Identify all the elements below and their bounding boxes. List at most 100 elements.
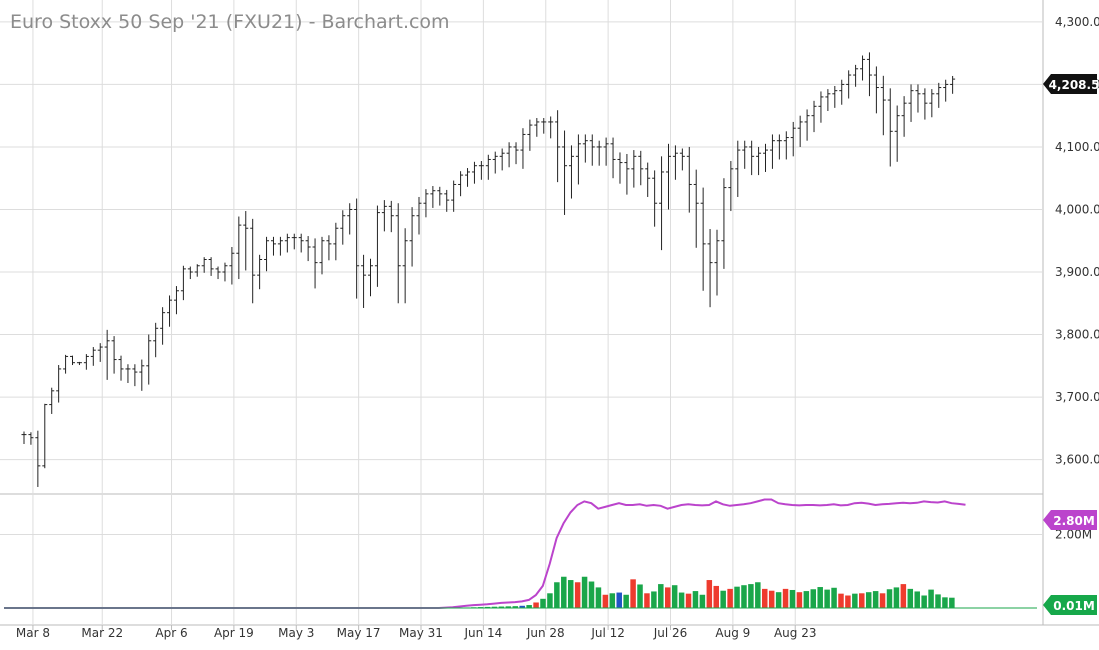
ohlc-bar [410, 207, 415, 266]
volume-bar [700, 595, 706, 608]
volume-bar [623, 595, 629, 608]
ohlc-bar [860, 55, 865, 80]
volume-bar [589, 582, 595, 608]
ohlc-bar [63, 355, 68, 374]
ohlc-bar [306, 236, 311, 261]
volume-bar [582, 577, 588, 608]
ohlc-bar [299, 234, 304, 253]
ohlc-bar [195, 264, 200, 277]
x-tick-label: Aug 23 [774, 626, 817, 640]
ohlc-bar [902, 96, 907, 137]
ohlc-bar [430, 186, 435, 208]
ohlc-bar [721, 178, 726, 269]
ohlc-bar [825, 89, 830, 111]
ohlc-bar [181, 266, 186, 300]
avg-volume-line-layer [4, 500, 1037, 609]
ohlc-bar [125, 364, 130, 383]
ohlc-bar [659, 156, 664, 250]
ohlc-bar [472, 162, 477, 184]
x-tick-label: Jun 14 [463, 626, 502, 640]
price-tick-label: 4,000.0 [1055, 202, 1099, 216]
ohlc-bar [701, 188, 706, 291]
volume-bar [755, 582, 761, 608]
x-tick-label: Jul 26 [653, 626, 688, 640]
ohlc-bar [119, 356, 124, 381]
volume-bar [873, 591, 879, 608]
volume-bar [707, 580, 713, 608]
price-tick-label: 3,900.0 [1055, 265, 1099, 279]
ohlc-bar [770, 134, 775, 168]
ohlc-bar [361, 255, 366, 308]
ohlc-bar [216, 267, 221, 280]
volume-bar [880, 593, 886, 608]
volume-bar [852, 594, 858, 608]
ohlc-bar [264, 237, 269, 271]
volume-bar [824, 590, 830, 608]
volume-bar [672, 585, 678, 608]
volume-bar [603, 595, 609, 608]
ohlc-bar [527, 120, 532, 151]
ohlc-bar [874, 66, 879, 113]
volume-bar [921, 595, 927, 608]
ohlc-bar [617, 152, 622, 183]
ohlc-bar [534, 118, 539, 137]
price-tick-label: 4,300.0 [1055, 15, 1099, 29]
ohlc-bar [368, 259, 373, 297]
volume-bar [686, 594, 692, 608]
x-tick-label: Aug 9 [715, 626, 750, 640]
ohlc-bar [236, 217, 241, 280]
x-tick-label: May 31 [399, 626, 443, 640]
ohlc-bar [583, 134, 588, 162]
ohlc-bar [922, 88, 927, 119]
volume-bar [658, 584, 664, 608]
volume-bar [887, 589, 893, 608]
ohlc-bar [520, 128, 525, 169]
volume-bar [769, 591, 775, 608]
ohlc-bar [139, 360, 144, 391]
last-price-badge: 4,208.5 [1043, 74, 1099, 94]
avg-volume-badge: 2.80M [1043, 510, 1097, 530]
ohlc-bar [839, 80, 844, 105]
ohlc-bar [493, 152, 498, 174]
volume-bar [831, 588, 837, 608]
x-tick-label: Apr 6 [155, 626, 187, 640]
ohlc-bar [742, 141, 747, 169]
price-tick-label: 3,700.0 [1055, 390, 1099, 404]
ohlc-bar [70, 356, 75, 365]
ohlc-bar [35, 431, 40, 487]
volume-bar [561, 577, 567, 608]
ohlc-bar [735, 141, 740, 197]
ohlc-bar [250, 219, 255, 303]
ohlc-bar [590, 134, 595, 165]
price-tick-label: 3,600.0 [1055, 453, 1099, 467]
price-tick-label: 4,100.0 [1055, 140, 1099, 154]
ohlc-bar [929, 89, 934, 117]
ohlc-bar [465, 168, 470, 187]
ohlc-bar [486, 155, 491, 180]
volume-bar [942, 597, 948, 608]
volume-bar [568, 580, 574, 608]
volume-bar [776, 592, 782, 608]
ohlc-bar [91, 347, 96, 366]
ohlc-bar [909, 84, 914, 122]
volume-bar [720, 591, 726, 608]
ohlc-bar [319, 237, 324, 275]
ohlc-bar [444, 190, 449, 212]
volume-bar [616, 593, 622, 608]
ohlc-bar [389, 201, 394, 232]
volume-bar [727, 589, 733, 608]
volume-bar [894, 587, 900, 608]
ohlc-bar [687, 147, 692, 213]
ohlc-bar [202, 257, 207, 273]
volume-bar [596, 587, 602, 608]
x-tick-label: May 3 [278, 626, 314, 640]
ohlc-bar [132, 364, 137, 386]
ohlc-bar [708, 229, 713, 307]
ohlc-bar [645, 163, 650, 197]
volume-bar [554, 582, 560, 608]
volume-bar [866, 592, 872, 608]
ohlc-bar [105, 330, 110, 380]
price-bars [22, 52, 956, 487]
ohlc-bar [77, 362, 82, 365]
